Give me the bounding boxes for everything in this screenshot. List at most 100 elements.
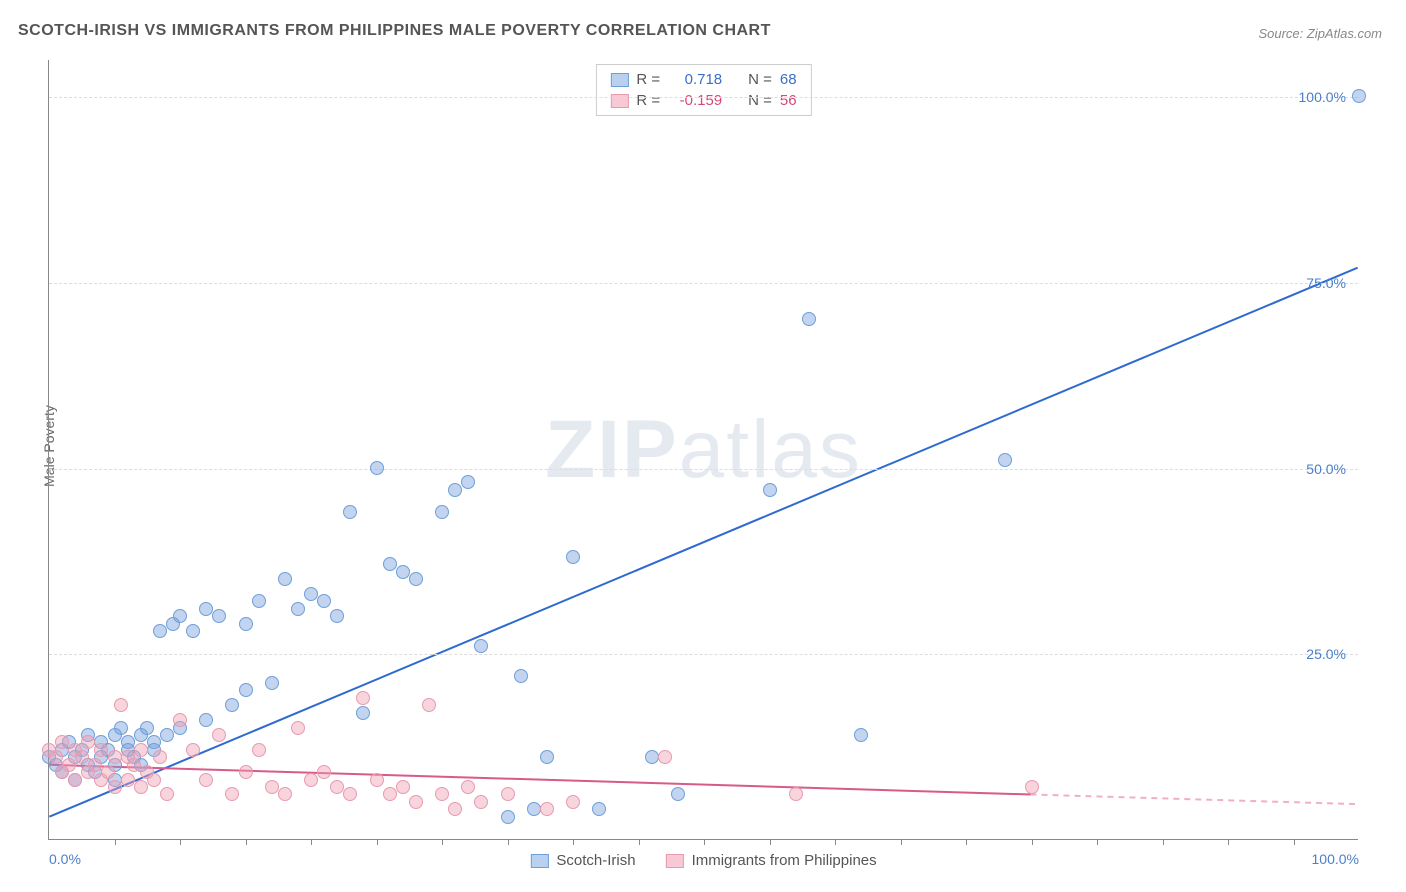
scatter-point	[370, 461, 384, 475]
scatter-point	[409, 572, 423, 586]
scatter-point	[592, 802, 606, 816]
scatter-point	[304, 773, 318, 787]
scatter-point	[671, 787, 685, 801]
scatter-point	[409, 795, 423, 809]
scatter-point	[527, 802, 541, 816]
xtick	[115, 839, 116, 845]
scatter-point	[239, 617, 253, 631]
xtick-label: 0.0%	[49, 851, 81, 867]
scatter-point	[88, 758, 102, 772]
scatter-point	[153, 750, 167, 764]
scatter-point	[291, 721, 305, 735]
scatter-point	[435, 787, 449, 801]
scatter-point	[501, 787, 515, 801]
scatter-point	[239, 683, 253, 697]
xtick	[377, 839, 378, 845]
ytick-label: 75.0%	[1306, 275, 1346, 291]
scatter-point	[763, 483, 777, 497]
scatter-point	[68, 773, 82, 787]
series-legend: Scotch-Irish Immigrants from Philippines	[530, 852, 876, 869]
chart-container: SCOTCH-IRISH VS IMMIGRANTS FROM PHILIPPI…	[0, 0, 1406, 892]
scatter-point	[186, 743, 200, 757]
xtick	[835, 839, 836, 845]
xtick	[1163, 839, 1164, 845]
scatter-point	[1352, 89, 1366, 103]
scatter-point	[127, 758, 141, 772]
xtick-label: 100.0%	[1312, 851, 1359, 867]
xtick	[573, 839, 574, 845]
scatter-point	[252, 594, 266, 608]
scatter-point	[383, 557, 397, 571]
xtick	[1228, 839, 1229, 845]
legend-swatch-series-0	[610, 73, 628, 87]
scatter-point	[658, 750, 672, 764]
xtick	[1032, 839, 1033, 845]
correlation-legend-row: R = 0.718 N = 68	[610, 69, 796, 90]
xtick	[1097, 839, 1098, 845]
trendline	[49, 268, 1357, 817]
ytick-label: 100.0%	[1299, 89, 1346, 105]
legend-n-value-1: 56	[780, 92, 797, 109]
scatter-point	[343, 787, 357, 801]
scatter-point	[435, 505, 449, 519]
scatter-point	[356, 691, 370, 705]
scatter-point	[239, 765, 253, 779]
scatter-point	[160, 728, 174, 742]
scatter-point	[114, 721, 128, 735]
watermark-bold: ZIP	[545, 404, 679, 495]
legend-r-label: R =	[636, 92, 660, 109]
scatter-point	[317, 765, 331, 779]
scatter-point	[212, 728, 226, 742]
legend-n-value-0: 68	[780, 71, 797, 88]
series-legend-label: Immigrants from Philippines	[692, 852, 877, 869]
scatter-point	[448, 483, 462, 497]
series-legend-label: Scotch-Irish	[556, 852, 635, 869]
scatter-point	[291, 602, 305, 616]
scatter-point	[75, 750, 89, 764]
chart-title: SCOTCH-IRISH VS IMMIGRANTS FROM PHILIPPI…	[18, 22, 771, 40]
scatter-point	[252, 743, 266, 757]
scatter-point	[356, 706, 370, 720]
scatter-point	[55, 735, 69, 749]
scatter-point	[501, 810, 515, 824]
series-legend-item: Immigrants from Philippines	[666, 852, 877, 869]
xtick	[180, 839, 181, 845]
scatter-point	[265, 780, 279, 794]
scatter-point	[422, 698, 436, 712]
ytick-label: 50.0%	[1306, 461, 1346, 477]
scatter-point	[278, 572, 292, 586]
legend-n-label: N =	[748, 92, 772, 109]
legend-r-value-1: -0.159	[668, 92, 722, 109]
scatter-point	[199, 773, 213, 787]
scatter-point	[448, 802, 462, 816]
legend-r-label: R =	[636, 71, 660, 88]
scatter-point	[153, 624, 167, 638]
scatter-point	[160, 787, 174, 801]
scatter-point	[108, 750, 122, 764]
scatter-point	[540, 802, 554, 816]
trendline	[49, 765, 1030, 795]
scatter-point	[199, 713, 213, 727]
legend-swatch-icon	[666, 854, 684, 868]
scatter-point	[566, 550, 580, 564]
source-attribution: Source: ZipAtlas.com	[1258, 26, 1382, 41]
scatter-point	[461, 475, 475, 489]
scatter-point	[998, 453, 1012, 467]
scatter-point	[802, 312, 816, 326]
gridline	[49, 654, 1358, 655]
xtick	[246, 839, 247, 845]
scatter-point	[566, 795, 580, 809]
legend-swatch-icon	[530, 854, 548, 868]
scatter-point	[317, 594, 331, 608]
scatter-point	[1025, 780, 1039, 794]
xtick	[442, 839, 443, 845]
scatter-point	[474, 639, 488, 653]
scatter-point	[645, 750, 659, 764]
trendline-extension	[1031, 794, 1358, 804]
scatter-point	[789, 787, 803, 801]
scatter-point	[225, 698, 239, 712]
scatter-point	[396, 780, 410, 794]
legend-r-value-0: 0.718	[668, 71, 722, 88]
scatter-point	[854, 728, 868, 742]
correlation-legend-row: R = -0.159 N = 56	[610, 90, 796, 111]
